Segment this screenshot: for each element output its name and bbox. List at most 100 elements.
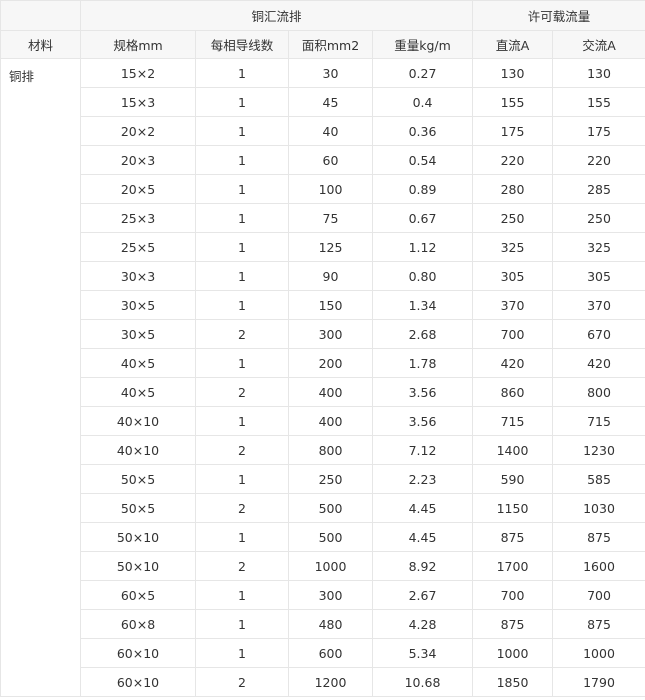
table-cell: 2	[195, 667, 289, 697]
table-cell: 30×3	[80, 261, 196, 291]
table-cell: 25×5	[80, 232, 196, 262]
column-header: 交流A	[552, 30, 645, 59]
table-cell: 1000	[552, 638, 645, 668]
table-cell: 0.67	[371, 203, 474, 233]
table-cell: 305	[552, 261, 645, 291]
table-cell: 125	[288, 232, 373, 262]
table-cell: 7.12	[371, 435, 474, 465]
table-cell: 3.56	[371, 406, 474, 436]
table-cell: 370	[552, 290, 645, 320]
table-cell: 25×3	[80, 203, 196, 233]
table-cell: 2.68	[371, 319, 474, 349]
table-cell: 1700	[472, 551, 554, 581]
table-cell: 1.12	[371, 232, 474, 262]
table-cell: 0.89	[371, 174, 474, 204]
table-cell: 20×2	[80, 116, 196, 146]
table-cell: 1	[195, 232, 289, 262]
table-row: 20×2 1 40 0.36 175 175	[1, 116, 645, 146]
table-cell: 1000	[472, 638, 554, 668]
table-cell: 590	[472, 464, 554, 494]
table-row: 60×10 1 600 5.34 1000 1000	[1, 638, 645, 668]
table-cell: 800	[288, 435, 373, 465]
table-cell: 100	[288, 174, 373, 204]
table-cell: 0.36	[371, 116, 474, 146]
table-cell: 2	[195, 377, 289, 407]
table-cell: 1	[195, 116, 289, 146]
table-cell: 875	[552, 522, 645, 552]
table-cell: 1	[195, 522, 289, 552]
table-row: 50×10 2 1000 8.92 1700 1600	[1, 551, 645, 581]
table-cell: 1150	[472, 493, 554, 523]
table-cell: 45	[288, 87, 373, 117]
table-cell: 715	[552, 406, 645, 436]
table-cell: 30×5	[80, 290, 196, 320]
table-cell: 1	[195, 145, 289, 175]
table-cell: 1.34	[371, 290, 474, 320]
table-cell: 1600	[552, 551, 645, 581]
table-cell: 15×3	[80, 87, 196, 117]
table-cell: 600	[288, 638, 373, 668]
table-cell: 150	[288, 290, 373, 320]
table-cell: 700	[552, 580, 645, 610]
table-cell: 130	[552, 58, 645, 88]
table-cell: 1	[195, 348, 289, 378]
table-cell: 60×5	[80, 580, 196, 610]
table-cell: 300	[288, 580, 373, 610]
table-cell: 15×2	[80, 58, 196, 88]
table-cell: 800	[552, 377, 645, 407]
table-row: 铜排 15×2 1 30 0.27 130 130	[0, 58, 645, 697]
table-row: 40×5 2 400 3.56 860 800	[1, 377, 645, 407]
table-cell: 3.56	[371, 377, 474, 407]
table-row: 50×10 1 500 4.45 875 875	[1, 522, 645, 552]
table-cell: 155	[472, 87, 554, 117]
table-cell: 500	[288, 493, 373, 523]
table-cell: 325	[552, 232, 645, 262]
table-cell: 305	[472, 261, 554, 291]
table-row: 40×10 2 800 7.12 1400 1230	[1, 435, 645, 465]
table-cell: 155	[552, 87, 645, 117]
table-cell: 220	[552, 145, 645, 175]
table-row: 50×5 2 500 4.45 1150 1030	[1, 493, 645, 523]
table-cell: 700	[472, 319, 554, 349]
table-cell: 700	[472, 580, 554, 610]
table-row: 20×3 1 60 0.54 220 220	[1, 145, 645, 175]
table-cell: 30×5	[80, 319, 196, 349]
table-cell: 60×10	[80, 638, 196, 668]
table-cell: 420	[472, 348, 554, 378]
table-cell: 1	[195, 406, 289, 436]
table-cell: 875	[552, 609, 645, 639]
table-cell: 40×10	[80, 435, 196, 465]
table-cell: 0.27	[371, 58, 474, 88]
table-cell: 50×10	[80, 522, 196, 552]
table-cell: 1	[195, 87, 289, 117]
table-cell: 1.78	[371, 348, 474, 378]
table-cell: 250	[552, 203, 645, 233]
table-cell: 480	[288, 609, 373, 639]
table-cell: 4.45	[371, 522, 474, 552]
table-cell: 1	[195, 609, 289, 639]
table-cell: 60×10	[80, 667, 196, 697]
table-cell: 0.54	[371, 145, 474, 175]
table-cell: 2	[195, 493, 289, 523]
table-cell: 60	[288, 145, 373, 175]
table-cell: 2	[195, 435, 289, 465]
table-cell: 1400	[472, 435, 554, 465]
table-cell: 400	[288, 377, 373, 407]
table-cell: 285	[552, 174, 645, 204]
table-row: 20×5 1 100 0.89 280 285	[1, 174, 645, 204]
table-cell: 4.45	[371, 493, 474, 523]
table-row: 25×5 1 125 1.12 325 325	[1, 232, 645, 262]
table-cell: 220	[472, 145, 554, 175]
table-cell: 40×5	[80, 377, 196, 407]
table-row: 50×5 1 250 2.23 590 585	[1, 464, 645, 494]
column-header: 重量kg/m	[371, 30, 474, 59]
table-cell: 1	[195, 174, 289, 204]
column-header: 规格mm	[80, 30, 196, 59]
table-cell: 8.92	[371, 551, 474, 581]
table-cell: 10.68	[371, 667, 474, 697]
table-cell: 4.28	[371, 609, 474, 639]
table-cell: 370	[472, 290, 554, 320]
table-cell: 670	[552, 319, 645, 349]
table-cell: 860	[472, 377, 554, 407]
table-cell: 875	[472, 609, 554, 639]
